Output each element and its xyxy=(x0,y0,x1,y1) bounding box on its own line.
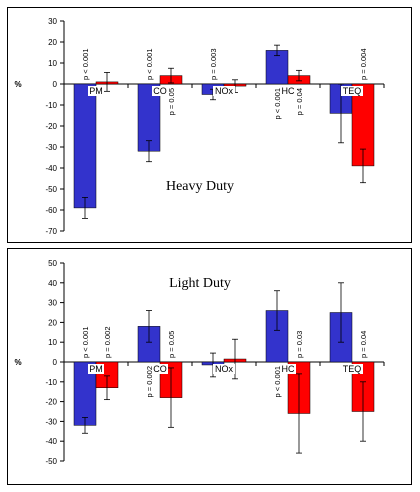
y-tick-label: -50 xyxy=(45,457,57,466)
category-label-pm: PM xyxy=(89,86,103,96)
p-value-label: p = 0.05 xyxy=(167,88,176,115)
y-tick-label: 40 xyxy=(48,279,57,288)
p-value-label: p = 0.05 xyxy=(167,331,176,358)
category-label-box xyxy=(280,86,296,96)
y-tick-label: -60 xyxy=(45,206,57,215)
category-label-box xyxy=(341,364,363,374)
category-label-hc: HC xyxy=(282,364,295,374)
category-label-box xyxy=(88,364,104,374)
bar-pm-series-1 xyxy=(73,83,97,209)
category-label-co: CO xyxy=(153,364,167,374)
y-tick-label: 0 xyxy=(53,358,58,367)
category-label-nox: NOx xyxy=(215,86,234,96)
p-value-label: p = 0.04 xyxy=(359,331,368,358)
light-duty-chart-panel: 50 40 30 20 10 0 -10 -20 -30 -40 -50% p < 0.001 p = … xyxy=(7,248,412,485)
p-value-label: p = 0.003 xyxy=(209,49,218,81)
y-tick-label: 20 xyxy=(48,318,57,327)
chart-title: Light Duty xyxy=(169,276,231,291)
heavy-duty-chart-panel: 30 20 10 0 -10 -20 -30 -40 -50 -60 -70% p < 0.001 PM… xyxy=(7,7,412,243)
category-label-box xyxy=(152,86,168,96)
y-tick-label: -10 xyxy=(45,378,57,387)
category-label-box xyxy=(341,86,363,96)
p-value-label: p < 0.001 xyxy=(145,49,154,81)
category-label-pm: PM xyxy=(89,364,103,374)
p-value-label: p = 0.03 xyxy=(295,331,304,358)
p-value-label: p < 0.001 xyxy=(81,49,90,81)
p-value-label: p = 0.04 xyxy=(295,88,304,115)
y-tick-label: 20 xyxy=(48,38,57,47)
y-tick-label: -20 xyxy=(45,122,57,131)
category-label-box xyxy=(152,364,168,374)
y-axis-label: % xyxy=(14,80,21,89)
category-label-box xyxy=(88,86,104,96)
category-label-teq: TEQ xyxy=(343,86,362,96)
y-tick-label: -30 xyxy=(45,417,57,426)
chart-title: Heavy Duty xyxy=(166,179,234,194)
category-label-box xyxy=(213,86,235,96)
y-tick-label: -40 xyxy=(45,164,57,173)
p-value-label: p < 0.001 xyxy=(273,366,282,398)
y-tick-label: 30 xyxy=(48,299,57,308)
y-tick-label: -50 xyxy=(45,185,57,194)
y-tick-label: -40 xyxy=(45,437,57,446)
p-value-label: p < 0.001 xyxy=(81,327,90,359)
category-label-teq: TEQ xyxy=(343,364,362,374)
p-value-label: p < 0.001 xyxy=(273,88,282,120)
category-label-nox: NOx xyxy=(215,364,234,374)
y-tick-label: 0 xyxy=(53,80,58,89)
p-value-label: p = 0.002 xyxy=(145,366,154,398)
y-tick-label: 50 xyxy=(48,259,57,268)
y-tick-label: -70 xyxy=(45,227,57,236)
category-label-hc: HC xyxy=(282,86,295,96)
y-axis-label: % xyxy=(14,358,21,367)
y-tick-label: -20 xyxy=(45,398,57,407)
y-tick-label: 10 xyxy=(48,59,57,68)
category-label-box xyxy=(213,364,235,374)
light-duty-chart: 50 40 30 20 10 0 -10 -20 -30 -40 -50% p < 0.001 p = … xyxy=(14,259,385,466)
y-tick-label: -10 xyxy=(45,101,57,110)
p-value-label: p = 0.002 xyxy=(103,327,112,359)
category-label-box xyxy=(280,364,296,374)
category-label-co: CO xyxy=(153,86,167,96)
heavy-duty-chart: 30 20 10 0 -10 -20 -30 -40 -50 -60 -70% p < 0.001 PM… xyxy=(14,17,385,236)
y-tick-label: -30 xyxy=(45,143,57,152)
y-tick-label: 30 xyxy=(48,17,57,26)
y-tick-label: 10 xyxy=(48,338,57,347)
p-value-label: p = 0.004 xyxy=(359,49,368,81)
